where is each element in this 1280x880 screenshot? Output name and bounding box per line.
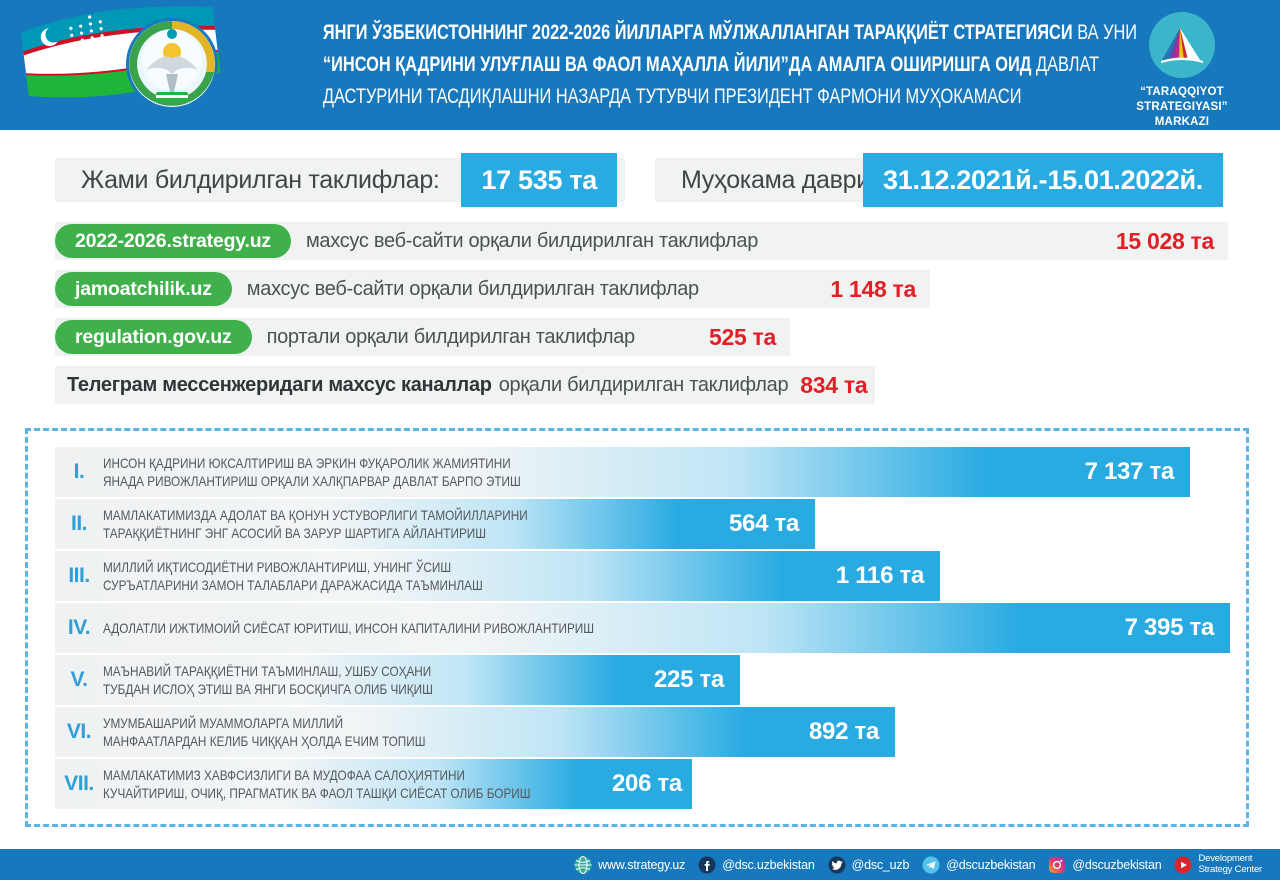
uzbekistan-flag-icon [21,6,221,110]
chart-bar-direction-6: VI. УМУМБАШАРИЙ МУАММОЛАРГА МИЛЛИЙ МАНФА… [55,707,895,757]
telegram-channels-label: Телеграм мессенжеридаги махсус каналлар [67,373,492,396]
direction-value: 1 116 та [835,562,924,589]
dsc-logo-caption-line-2: MARKAZI [1154,116,1210,128]
direction-numeral: VI. [66,720,92,743]
page-title-line-3: ДАСТУРИНИ ТАСДИҚЛАШНИ НАЗАРДА ТУТУВЧИ ПР… [322,85,1022,108]
dsc-logo: “TARAQQIYOT STRATEGIYASI” MARKAZI [1102,12,1262,130]
total-proposals-label: Жами билдирилган таклифлар: [81,165,440,194]
direction-value: 564 та [728,510,799,537]
twitter-link[interactable]: @dsc_uzb [828,856,909,874]
discussion-period-label: Муҳокама даври: [681,165,877,194]
chart-bar-direction-2: II. МАМЛАКАТИМИЗДА АДОЛАТ ВА ҚОНУН УСТУВ… [55,499,815,549]
chart-bar-direction-1: I. ИНСОН ҚАДРИНИ ЮКСАЛТИРИШ ВА ЭРКИН ФУҚ… [55,447,1190,497]
direction-value: 7 395 та [1124,614,1215,641]
discussion-period-value: 31.12.2021й.-15.01.2022й. [863,153,1223,207]
telegram-icon [922,856,940,873]
page-title-line-2: “ИНСОН ҚАДРИНИ УЛУҒЛАШ ВА ФАОЛ МАҲАЛЛА Й… [322,53,1100,76]
discussion-period-box: Муҳокама даври: 31.12.2021й.-15.01.2022й… [655,153,1225,207]
page-title: ЯНГИ ЎЗБЕКИСТОННИНГ 2022-2026 ЙИЛЛАРГА М… [225,17,1138,113]
direction-numeral: II. [70,512,88,535]
strategy-uz-badge[interactable]: 2022-2026.strategy.uz [55,224,291,258]
page-title-line-1: ЯНГИ ЎЗБЕКИСТОННИНГ 2022-2026 ЙИЛЛАРГА М… [322,21,1138,44]
direction-label: ИНСОН ҚАДРИНИ ЮКСАЛТИРИШ ВА ЭРКИН ФУҚАРО… [103,455,521,489]
youtube-link[interactable]: Development Strategy Center [1174,853,1262,875]
source-text: махсус веб-сайти орқали билдирилган такл… [246,277,699,300]
chart-bar-direction-3: III. МИЛЛИЙ ИҚТИСОДИЁТНИ РИВОЖЛАНТИРИШ, … [55,551,940,601]
youtube-icon [1174,856,1192,873]
facebook-icon [698,856,716,873]
chart-bar-direction-4: IV. АДОЛАТЛИ ИЖТИМОИЙ СИЁСАТ ЮРИТИШ, ИНС… [55,603,1230,653]
source-text: орқали билдирилган таклифлар [498,373,789,396]
chart-bar-direction-5: V. МАЪНАВИЙ ТАРАҚҚИЁТНИ ТАЪМИНЛАШ, УШБУ … [55,655,740,705]
source-row-telegram: Телеграм мессенжеридаги махсус каналлар … [55,366,875,404]
instagram-link[interactable]: @dscuzbekistan [1048,856,1162,874]
direction-value: 225 та [653,666,724,693]
dsc-logo-mark-icon [1149,12,1215,78]
source-text: махсус веб-сайти орқали билдирилган такл… [305,229,759,252]
chart-bar-direction-7: VII. МАМЛАКАТИМИЗ ХАВФСИЗЛИГИ ВА МУДОФАА… [55,759,692,809]
direction-numeral: I. [73,460,85,483]
direction-numeral: IV. [67,616,91,639]
website-link[interactable]: www.strategy.uz [574,855,685,874]
direction-label: МАЪНАВИЙ ТАРАҚҚИЁТНИ ТАЪМИНЛАШ, УШБУ СОҲ… [103,663,433,697]
total-proposals-box: Жами билдирилган таклифлар: 17 535 та [55,153,625,207]
direction-label: МАМЛАКАТИМИЗДА АДОЛАТ ВА ҚОНУН УСТУВОРЛИ… [103,507,528,541]
direction-label: МИЛЛИЙ ИҚТИСОДИЁТНИ РИВОЖЛАНТИРИШ, УНИНГ… [103,559,483,593]
source-value: 1 148 та [830,275,916,302]
twitter-icon [828,856,846,873]
source-row-strategy-uz: 2022-2026.strategy.uz махсус веб-сайти о… [55,222,1228,260]
regulation-gov-uz-badge[interactable]: regulation.gov.uz [55,320,252,354]
total-proposals-value: 17 535 та [461,153,617,207]
direction-label: УМУМБАШАРИЙ МУАММОЛАРГА МИЛЛИЙ МАНФААТЛА… [103,715,426,749]
direction-numeral: V. [70,668,88,691]
direction-label: МАМЛАКАТИМИЗ ХАВФСИЗЛИГИ ВА МУДОФАА САЛО… [103,767,531,801]
source-value: 15 028 та [1115,227,1214,254]
uzbekistan-flag-emblem [14,2,244,128]
direction-value: 892 та [808,718,879,745]
instagram-icon [1049,856,1066,873]
direction-value: 206 та [611,770,682,797]
directions-chart: I. ИНСОН ҚАДРИНИ ЮКСАЛТИРИШ ВА ЭРКИН ФУҚ… [25,428,1249,827]
jamoatchilik-uz-badge[interactable]: jamoatchilik.uz [55,272,232,306]
state-emblem-icon [126,18,218,110]
direction-numeral: III. [68,564,90,587]
source-row-jamoatchilik-uz: jamoatchilik.uz махсус веб-сайти орқали … [55,270,930,308]
source-value: 525 та [708,323,776,350]
facebook-link[interactable]: @dsc.uzbekistan [698,856,815,874]
globe-icon [574,855,592,874]
direction-numeral: VII. [64,772,94,795]
dsc-logo-caption-line-1: “TARAQQIYOT STRATEGIYASI” [1136,86,1228,113]
source-text: портали орқали билдирилган таклифлар [266,325,636,348]
source-row-regulation-gov-uz: regulation.gov.uz портали орқали билдири… [55,318,790,356]
direction-value: 7 137 та [1084,458,1175,485]
telegram-link[interactable]: @dscuzbekistan [922,856,1036,874]
direction-label: АДОЛАТЛИ ИЖТИМОИЙ СИЁСАТ ЮРИТИШ, ИНСОН К… [103,620,595,636]
footer-bar: www.strategy.uz @dsc.uzbekistan @dsc_uzb… [0,849,1280,880]
source-value: 834 та [800,371,868,398]
header-banner: ЯНГИ ЎЗБЕКИСТОННИНГ 2022-2026 ЙИЛЛАРГА М… [0,0,1280,130]
